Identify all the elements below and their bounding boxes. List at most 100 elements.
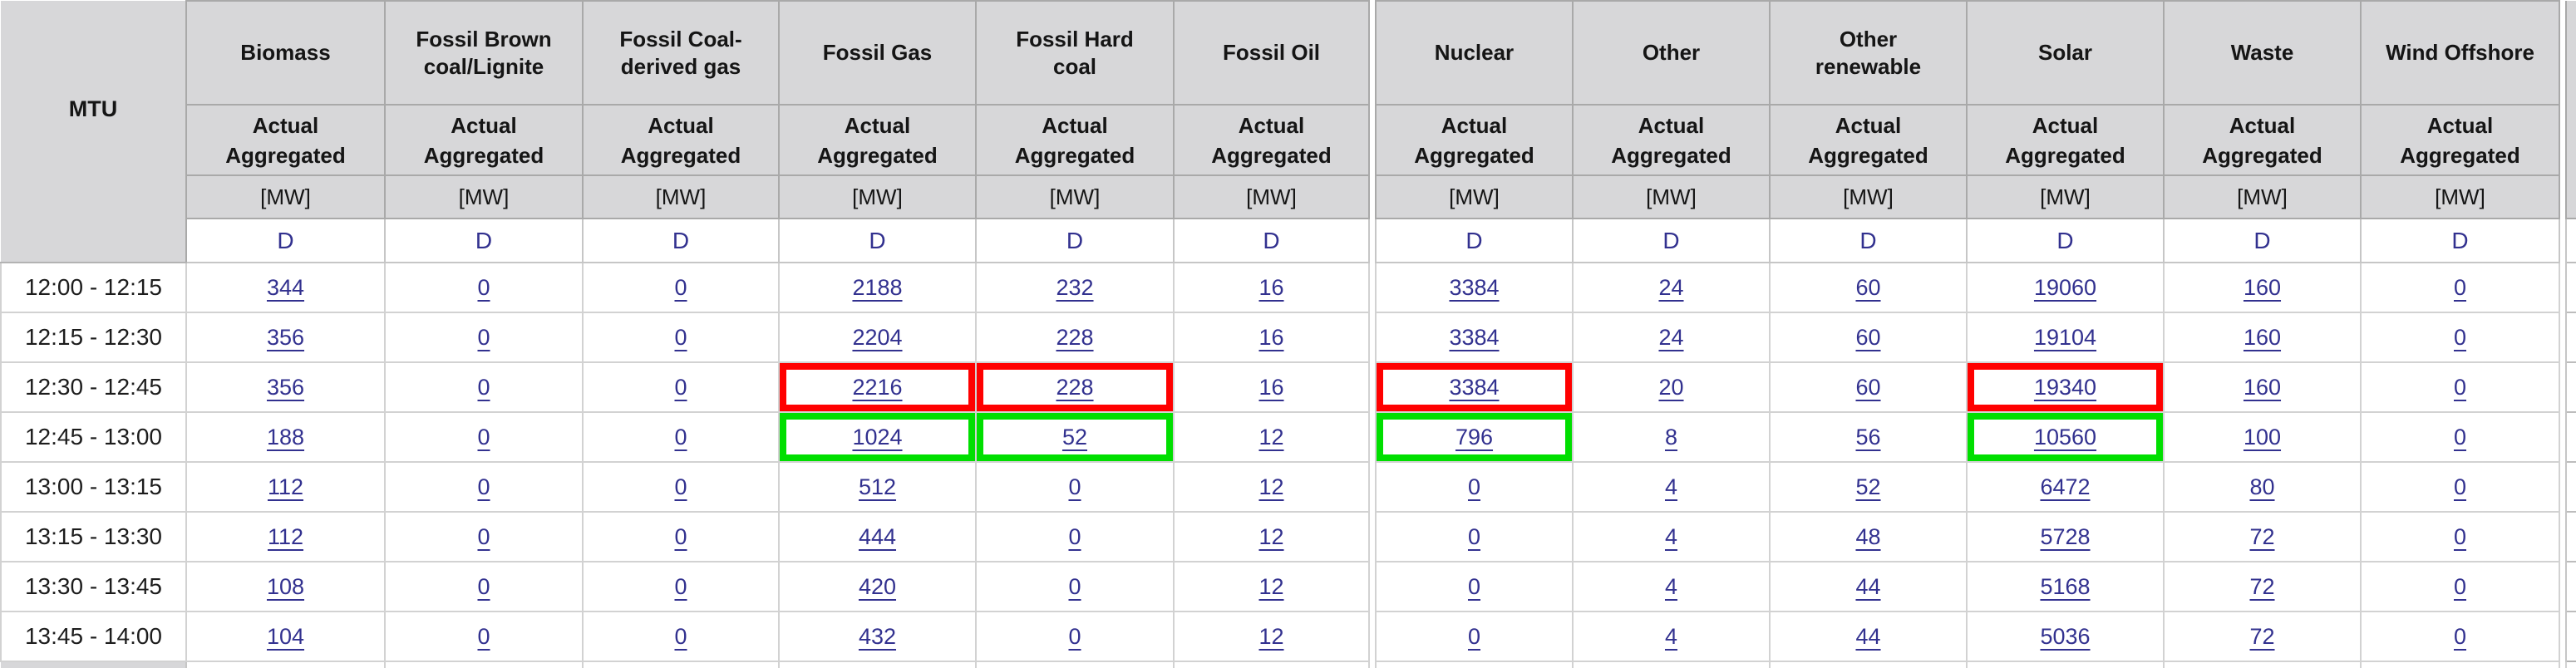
value-link[interactable]: 3384 [1449, 274, 1500, 300]
value-link[interactable]: 0 [1068, 474, 1081, 499]
value-link[interactable]: 12 [1258, 573, 1284, 599]
value-link[interactable]: 0 [2453, 623, 2467, 649]
value-link[interactable]: 2188 [852, 274, 903, 300]
value-link[interactable]: 16 [1258, 274, 1284, 300]
value-link[interactable]: 60 [1855, 374, 1881, 400]
value-link[interactable]: 228 [1056, 374, 1094, 400]
value-link[interactable]: 0 [2453, 324, 2467, 350]
value-link[interactable]: 0 [674, 424, 687, 449]
value-link[interactable]: 0 [2453, 374, 2467, 400]
value-link[interactable]: 0 [477, 374, 490, 400]
value-link[interactable]: 0 [1068, 623, 1081, 649]
value-link[interactable]: 5168 [2040, 573, 2091, 599]
value-link[interactable]: 72 [2249, 623, 2275, 649]
value-link[interactable]: 444 [858, 523, 897, 549]
value-link[interactable]: 19060 [2033, 274, 2097, 300]
value-link[interactable]: 0 [674, 274, 687, 300]
value-link[interactable]: 48 [1855, 523, 1881, 549]
value-link[interactable]: 2216 [852, 374, 903, 400]
value-link[interactable]: 52 [1855, 474, 1881, 499]
value-link[interactable]: 4 [1664, 523, 1678, 549]
value-link[interactable]: 0 [1068, 573, 1081, 599]
value-link[interactable]: 0 [1467, 523, 1481, 549]
value-link[interactable]: 0 [477, 474, 490, 499]
value-link[interactable]: 356 [266, 324, 305, 350]
value-link[interactable]: 72 [2249, 523, 2275, 549]
table-cell: 0 [384, 561, 584, 612]
value-link[interactable]: 2204 [852, 324, 903, 350]
value-link[interactable]: 0 [1467, 623, 1481, 649]
value-link[interactable]: 0 [477, 324, 490, 350]
value-link[interactable]: 19340 [2033, 374, 2097, 400]
value-link[interactable]: 16 [1258, 324, 1284, 350]
value-link[interactable]: 0 [674, 573, 687, 599]
value-link[interactable]: 24 [1658, 274, 1684, 300]
value-link[interactable]: 0 [2453, 523, 2467, 549]
value-link[interactable]: 512 [858, 474, 897, 499]
value-link[interactable]: 0 [1068, 523, 1081, 549]
value-link[interactable]: 160 [2243, 374, 2282, 400]
value-link[interactable]: 12 [1258, 523, 1284, 549]
value-link[interactable]: 60 [1855, 324, 1881, 350]
value-link[interactable]: 4 [1664, 573, 1678, 599]
value-link[interactable]: 24 [1658, 324, 1684, 350]
value-link[interactable]: 0 [674, 474, 687, 499]
value-link[interactable]: 5728 [2040, 523, 2091, 549]
resolution-d: D [778, 218, 977, 263]
value-link[interactable]: 19104 [2033, 324, 2097, 350]
value-link[interactable]: 0 [477, 573, 490, 599]
value-link[interactable]: 3384 [1449, 374, 1500, 400]
value-link[interactable]: 0 [674, 623, 687, 649]
value-link[interactable]: 100 [2243, 424, 2282, 449]
value-link[interactable]: 112 [267, 523, 304, 549]
value-link[interactable]: 108 [266, 573, 305, 599]
value-link[interactable]: 10560 [2033, 424, 2097, 449]
value-link[interactable]: 0 [477, 274, 490, 300]
value-link[interactable]: 16 [1258, 374, 1284, 400]
value-link[interactable]: 160 [2243, 274, 2282, 300]
value-link[interactable]: 0 [2453, 474, 2467, 499]
value-link[interactable]: 432 [858, 623, 897, 649]
value-link[interactable]: 0 [477, 424, 490, 449]
value-link[interactable]: 3384 [1449, 324, 1500, 350]
value-link[interactable]: 72 [2249, 573, 2275, 599]
value-link[interactable]: 0 [2453, 274, 2467, 300]
value-link[interactable]: 44 [1855, 623, 1881, 649]
column-header-fossil-gas: Fossil Gas [778, 0, 977, 106]
value-link[interactable]: 0 [477, 623, 490, 649]
value-link[interactable]: 12 [1258, 424, 1284, 449]
value-link[interactable]: 160 [2243, 324, 2282, 350]
value-link[interactable]: 0 [2453, 573, 2467, 599]
value-link[interactable]: 56 [1855, 424, 1881, 449]
value-link[interactable]: 232 [1056, 274, 1094, 300]
table-cell: 3384 [1375, 262, 1574, 313]
value-link[interactable]: 356 [266, 374, 305, 400]
value-link[interactable]: 52 [1061, 424, 1088, 449]
value-link[interactable]: 0 [674, 523, 687, 549]
value-link[interactable]: 4 [1664, 474, 1678, 499]
value-link[interactable]: 4 [1664, 623, 1678, 649]
value-link[interactable]: 12 [1258, 474, 1284, 499]
value-link[interactable]: 0 [2453, 424, 2467, 449]
value-link[interactable]: 8 [1664, 424, 1678, 449]
value-link[interactable]: 0 [1467, 474, 1481, 499]
value-link[interactable]: 420 [858, 573, 897, 599]
value-link[interactable]: 104 [266, 623, 305, 649]
value-link[interactable]: 228 [1056, 324, 1094, 350]
value-link[interactable]: 20 [1658, 374, 1684, 400]
value-link[interactable]: 344 [266, 274, 305, 300]
value-link[interactable]: 6472 [2040, 474, 2091, 499]
value-link[interactable]: 0 [477, 523, 490, 549]
value-link[interactable]: 112 [267, 474, 304, 499]
value-link[interactable]: 0 [674, 374, 687, 400]
value-link[interactable]: 80 [2249, 474, 2275, 499]
value-link[interactable]: 60 [1855, 274, 1881, 300]
value-link[interactable]: 188 [266, 424, 305, 449]
value-link[interactable]: 0 [674, 324, 687, 350]
value-link[interactable]: 12 [1258, 623, 1284, 649]
value-link[interactable]: 1024 [852, 424, 903, 449]
value-link[interactable]: 0 [1467, 573, 1481, 599]
value-link[interactable]: 5036 [2040, 623, 2091, 649]
value-link[interactable]: 44 [1855, 573, 1881, 599]
value-link[interactable]: 796 [1455, 424, 1494, 449]
